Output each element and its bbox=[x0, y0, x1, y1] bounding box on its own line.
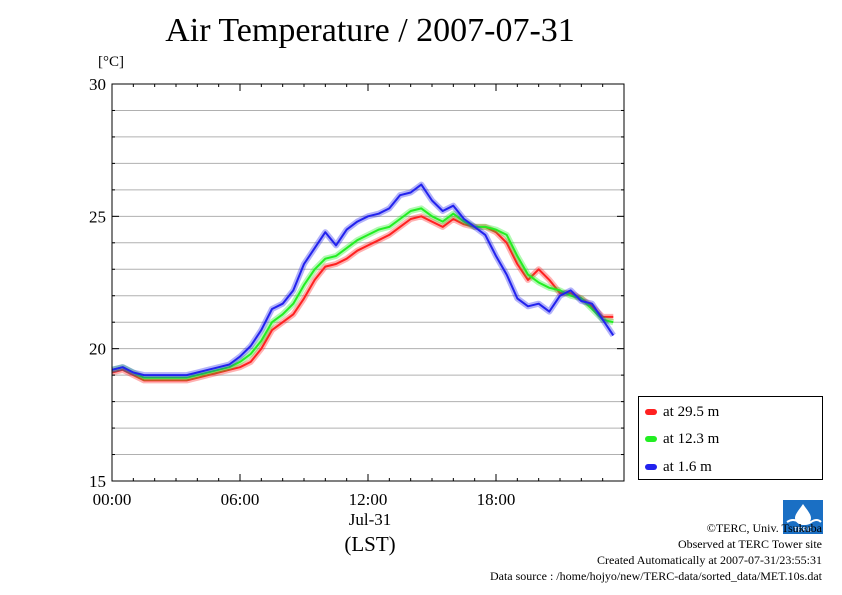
x-tick-label: 18:00 bbox=[477, 490, 516, 509]
series-line-at-29-5-m bbox=[111, 215, 614, 382]
axis-ticks: 15 20 25 30 00:00 06:00 12:00 18:00 bbox=[89, 75, 625, 509]
chart-title: Air Temperature / 2007-07-31 bbox=[165, 12, 575, 49]
legend-swatch-red bbox=[645, 409, 657, 415]
legend-swatch-green bbox=[645, 436, 657, 442]
terc-logo-icon: TERC bbox=[783, 500, 823, 534]
legend-label: at 29.5 m bbox=[663, 403, 720, 420]
y-tick-label: 25 bbox=[89, 207, 106, 226]
y-tick-label: 30 bbox=[89, 75, 106, 94]
series-halo bbox=[111, 205, 615, 381]
x-tick-label: 00:00 bbox=[93, 490, 132, 509]
legend-item-12-3m: at 12.3 m bbox=[645, 429, 719, 449]
legend-item-1-6m: at 1.6 m bbox=[645, 457, 712, 477]
observed-text: Observed at TERC Tower site bbox=[677, 537, 822, 551]
y-axis-unit: [°C] bbox=[98, 54, 124, 70]
series-layer bbox=[111, 181, 616, 384]
y-tick-label: 20 bbox=[89, 340, 106, 359]
x-axis-date-label: Jul-31 bbox=[348, 510, 392, 529]
plot-frame bbox=[111, 83, 625, 482]
series-line-at-12-3-m bbox=[111, 207, 614, 379]
x-axis-title: (LST) bbox=[344, 532, 396, 556]
series-line-at-1-6-m bbox=[111, 183, 615, 377]
created-text: Created Automatically at 2007-07-31/23:5… bbox=[597, 553, 822, 567]
legend-swatch-blue bbox=[645, 464, 657, 470]
credits: ©TERC, Univ. Tsukuba Observed at TERC To… bbox=[490, 520, 822, 584]
x-tick-label: 06:00 bbox=[221, 490, 260, 509]
copyright-text: ©TERC, Univ. Tsukuba bbox=[706, 521, 822, 535]
series-halo bbox=[111, 213, 614, 384]
x-tick-label: 12:00 bbox=[349, 490, 388, 509]
logo-text: TERC bbox=[793, 527, 812, 534]
source-text: Data source : /home/hojyo/new/TERC-data/… bbox=[489, 569, 822, 583]
legend: at 29.5 m at 12.3 m at 1.6 m bbox=[638, 396, 823, 480]
legend-label: at 1.6 m bbox=[663, 458, 712, 475]
y-tick-label: 15 bbox=[89, 472, 106, 491]
legend-item-29-5m: at 29.5 m bbox=[645, 402, 719, 422]
grid bbox=[112, 109, 624, 456]
legend-label: at 12.3 m bbox=[663, 430, 720, 447]
